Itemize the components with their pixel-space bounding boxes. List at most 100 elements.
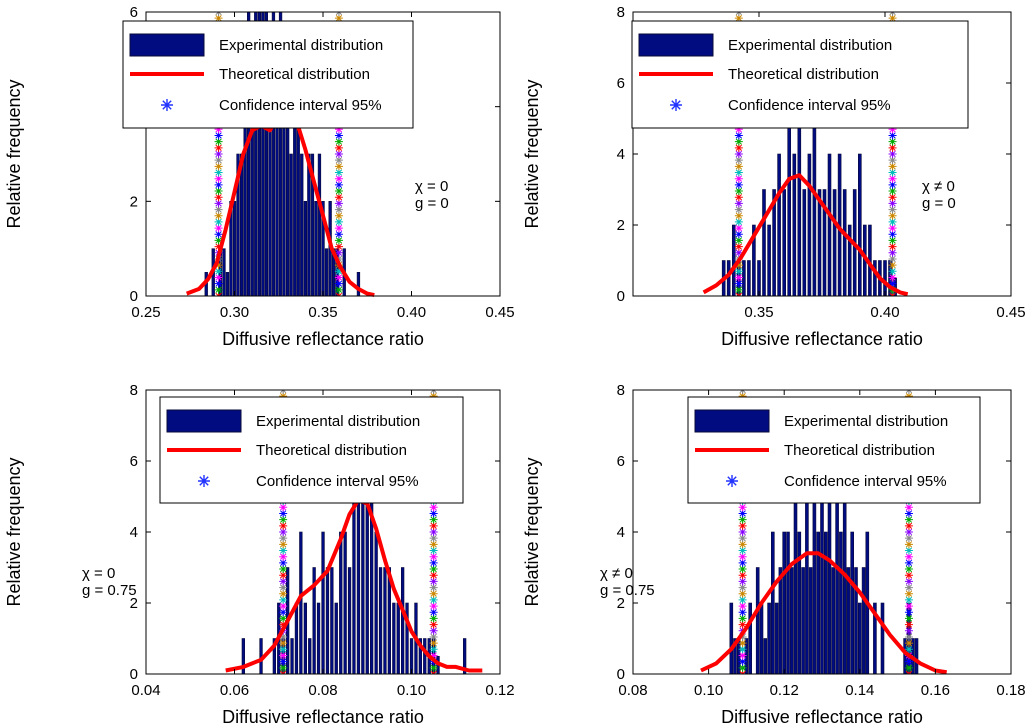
- ci-marker: [734, 150, 743, 158]
- ci-marker: [429, 534, 438, 543]
- histogram-bar: [807, 153, 812, 296]
- ci-marker: [904, 614, 913, 623]
- histogram-bar: [736, 638, 741, 674]
- histogram-bar: [378, 567, 383, 674]
- ci-marker: [904, 552, 913, 561]
- x-tick-label: 0.18: [996, 682, 1025, 699]
- ci-marker: [279, 589, 288, 598]
- ci-marker: [279, 392, 288, 401]
- legend-entry: Theoretical distribution: [219, 66, 370, 83]
- histogram-bar: [883, 260, 887, 296]
- histogram-bar: [822, 189, 827, 296]
- ci-marker: [904, 663, 913, 672]
- x-tick-label: 0.08: [618, 682, 647, 699]
- histogram-bar: [767, 602, 771, 674]
- legend-entry: Theoretical distribution: [728, 66, 879, 83]
- histogram-bar: [316, 602, 321, 674]
- ci-marker: [904, 626, 913, 635]
- ci-marker: [904, 657, 913, 666]
- ci-marker: [214, 273, 223, 282]
- ci-marker: [738, 515, 747, 524]
- histogram-bar: [294, 602, 299, 674]
- histogram-bar: [324, 248, 329, 296]
- histogram-bar: [261, 12, 265, 296]
- y-axis-label: Relative frequency: [522, 79, 542, 228]
- ci-marker: [334, 156, 343, 165]
- ci-marker: [888, 205, 897, 214]
- y-tick-label: 6: [130, 4, 138, 21]
- y-tick-label: 0: [130, 666, 138, 683]
- ci-marker: [888, 193, 897, 202]
- ci-marker: [738, 571, 747, 580]
- ci-marker: [904, 546, 913, 555]
- ci-marker: [904, 509, 913, 518]
- y-tick-label: 6: [130, 453, 138, 470]
- ci-marker: [214, 217, 223, 226]
- x-tick-label: 0.12: [770, 682, 799, 699]
- legend-entry: Confidence interval 95%: [256, 473, 419, 490]
- histogram-bar: [300, 153, 304, 296]
- histogram-bar: [808, 567, 813, 674]
- ci-marker: [738, 639, 747, 648]
- ci-marker: [279, 528, 288, 536]
- histogram-bar: [786, 531, 790, 674]
- ci-marker: [738, 509, 747, 518]
- x-tick-label: 0.08: [308, 682, 337, 699]
- ci-marker: [279, 614, 288, 623]
- histogram-bar: [857, 153, 862, 296]
- histogram-bar: [423, 638, 427, 674]
- histogram-bar: [321, 531, 325, 674]
- ci-marker: [214, 285, 223, 294]
- subplot-1: 0.250.300.350.400.450246Diffusive reflec…: [4, 4, 515, 349]
- histogram-bar: [272, 638, 277, 674]
- ci-marker: [334, 187, 343, 196]
- histogram-bar: [278, 12, 283, 296]
- ci-marker: [279, 552, 288, 561]
- x-tick-label: 0.10: [397, 682, 426, 699]
- ci-marker: [279, 583, 288, 592]
- ci-marker: [888, 131, 897, 140]
- ci-marker: [334, 267, 343, 276]
- ci-marker: [738, 392, 747, 401]
- annotation-text: χ ≠ 0: [922, 178, 955, 195]
- y-tick-label: 8: [130, 382, 138, 399]
- x-tick-label: 0.12: [485, 682, 514, 699]
- histogram-bar: [257, 12, 262, 296]
- ci-marker: [279, 515, 288, 524]
- ci-marker: [734, 242, 743, 251]
- ci-marker: [738, 540, 747, 549]
- ci-marker: [214, 174, 223, 183]
- histogram-bar: [802, 189, 807, 296]
- histogram-bar: [275, 106, 279, 296]
- ci-marker: [334, 254, 343, 263]
- y-tick-label: 0: [617, 666, 625, 683]
- x-tick-label: 0.16: [921, 682, 950, 699]
- ci-marker: [888, 224, 897, 233]
- ci-marker: [214, 156, 223, 165]
- histogram-bar: [243, 106, 247, 296]
- ci-marker: [429, 528, 438, 536]
- ci-marker: [888, 187, 897, 196]
- x-tick-label: 0.06: [220, 682, 249, 699]
- ci-marker: [214, 137, 223, 146]
- ci-marker: [888, 174, 897, 183]
- histogram-bar: [392, 602, 396, 674]
- histogram-bar: [222, 248, 226, 296]
- y-tick-label: 0: [617, 288, 625, 305]
- histogram-bar: [729, 602, 734, 674]
- ci-marker: [734, 217, 743, 226]
- histogram-bar: [778, 567, 783, 674]
- x-tick-label: 0.45: [485, 304, 514, 321]
- ci-marker: [734, 248, 743, 257]
- y-tick-label: 8: [617, 382, 625, 399]
- ci-marker: [738, 608, 747, 617]
- histogram-bar: [241, 638, 246, 674]
- histogram-bar: [797, 118, 802, 296]
- ci-marker: [334, 180, 343, 189]
- legend-entry: Theoretical distribution: [256, 442, 407, 459]
- ci-marker: [214, 162, 223, 171]
- ci-marker: [429, 614, 438, 623]
- ci-marker: [279, 608, 288, 617]
- histogram-bar: [817, 189, 822, 296]
- ci-marker: [429, 509, 438, 518]
